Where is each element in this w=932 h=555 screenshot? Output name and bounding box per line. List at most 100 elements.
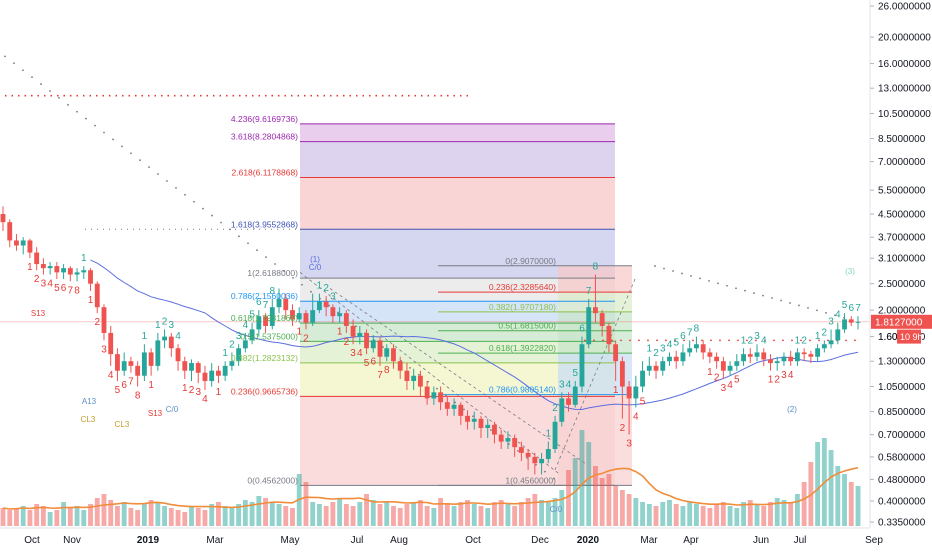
support-dot	[665, 339, 667, 342]
trend-dot	[175, 186, 177, 189]
support-dot	[701, 339, 703, 342]
candle-body	[101, 307, 107, 333]
trend-dot	[708, 279, 710, 282]
volume-bar	[593, 466, 598, 526]
candle-body	[815, 348, 821, 357]
fib-level-label: 2.618(6.1178868)	[232, 168, 299, 178]
candle-body	[357, 332, 363, 337]
volume-bar	[781, 500, 787, 526]
candle-body	[774, 361, 780, 364]
time-axis-label: May	[281, 535, 300, 546]
support-dot	[674, 339, 676, 342]
channel-line	[299, 272, 561, 475]
trend-dot	[463, 408, 465, 411]
candle-body	[720, 361, 726, 371]
volume-bar	[694, 504, 699, 526]
volume-bar	[552, 498, 558, 526]
price-tick-label: 10.5000000	[878, 109, 931, 120]
fib-band	[300, 141, 615, 178]
volume-bar	[350, 506, 356, 526]
candle-body	[108, 332, 114, 355]
sequential-label: CL3	[115, 420, 130, 429]
volume-bar	[794, 494, 800, 526]
td-down-count: 7	[128, 377, 134, 388]
td-down-count: 4	[202, 394, 208, 405]
candle-body	[694, 344, 699, 349]
candle-body	[539, 458, 545, 464]
trend-dot	[238, 235, 240, 238]
volume-bar	[714, 504, 720, 526]
trend-dot	[681, 272, 683, 275]
volume-bar	[747, 500, 753, 526]
support-dot	[827, 339, 829, 342]
candle-body	[7, 222, 13, 241]
time-axis-label: Sep	[865, 535, 883, 546]
td-down-count: 3	[626, 439, 632, 450]
candle-body	[195, 363, 201, 373]
fib2-level-label: 0.618(1.3922820)	[489, 343, 556, 353]
volume-bar	[101, 494, 107, 526]
candle-body	[94, 283, 100, 308]
candle-body	[586, 307, 592, 345]
candle-body	[189, 363, 194, 371]
candle-body	[350, 325, 356, 337]
price-axis[interactable]: 26.0000000 20.0000000 16.0000000 13.0000000…	[870, 2, 932, 529]
trend-dot	[726, 284, 728, 287]
candle-body	[714, 356, 720, 362]
trend-dot	[49, 90, 51, 92]
price-tick-label: 2.0000000	[878, 306, 926, 317]
trend-dot	[744, 289, 746, 292]
candle-body	[20, 240, 26, 246]
candle-body	[808, 354, 814, 357]
candle-body	[242, 340, 248, 349]
td-down-count: 1	[148, 380, 154, 391]
volume-bar	[108, 500, 114, 526]
candle-body	[660, 361, 666, 371]
trend-dot	[103, 131, 105, 134]
volume-bar	[754, 504, 760, 526]
candle-body	[687, 348, 693, 353]
trend-dot	[735, 287, 737, 290]
price-tick-label: 26.0000000	[878, 2, 931, 13]
volume-bar	[337, 498, 343, 526]
volume-bar	[323, 506, 329, 526]
volume-bar	[216, 502, 221, 526]
volume-bar	[61, 502, 67, 526]
time-axis[interactable]: Oct Nov 2019 Mar May Jul Aug Oct Dec 2020 Mar Apr Ju…	[24, 535, 883, 546]
candle-body	[566, 398, 571, 405]
td-down-count: 4	[633, 411, 639, 422]
support-dot	[728, 339, 730, 342]
volume-bar	[774, 498, 780, 526]
td-up-count: 3	[754, 331, 760, 342]
volume-bar	[424, 506, 430, 526]
td-up-count: 6	[680, 331, 686, 342]
volume-bar	[189, 506, 194, 526]
td-up-count: 2	[229, 339, 235, 350]
volume-bar	[646, 504, 652, 526]
td-down-count: 4	[727, 380, 733, 391]
volume-bar	[209, 504, 215, 526]
candle-body	[465, 415, 470, 422]
candle-body	[640, 370, 645, 387]
td-up-count: 2	[552, 403, 558, 414]
candle-body	[404, 370, 410, 382]
volume-bar	[599, 478, 605, 526]
candle-body	[34, 252, 40, 265]
price-tick-label: 2.5000000	[878, 279, 926, 290]
trend-dot	[672, 270, 674, 272]
volume-bar	[559, 490, 565, 526]
volume-bar	[478, 506, 484, 526]
candle-body	[236, 348, 242, 362]
volume-bar	[545, 502, 551, 526]
trend-dot	[148, 166, 150, 169]
fib2-band	[558, 330, 632, 354]
candle-body	[842, 319, 847, 330]
support-dot	[800, 339, 802, 342]
support-dot	[755, 339, 757, 342]
volume-bar	[512, 506, 518, 526]
candle-body	[303, 313, 309, 323]
support-dot	[845, 339, 847, 342]
sequential-label: CL3	[81, 415, 96, 424]
candle-body	[283, 298, 289, 311]
